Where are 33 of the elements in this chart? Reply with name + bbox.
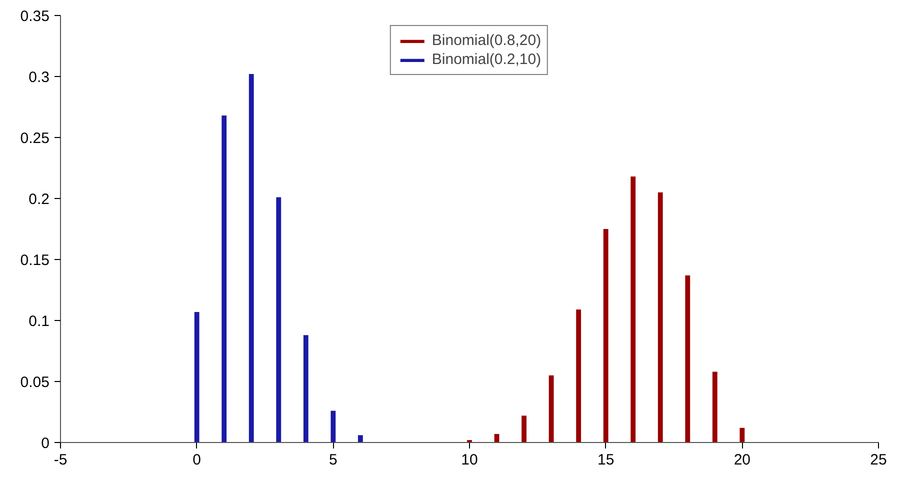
bar (712, 372, 718, 442)
y-tick-label: 0 (41, 435, 50, 452)
bar (194, 312, 200, 442)
y-tick-label: 0.1 (28, 313, 50, 330)
bar (603, 229, 608, 442)
legend-label: Binomial(0.8,20) (432, 32, 542, 49)
bar (358, 435, 363, 442)
y-tick-label: 0.15 (20, 252, 50, 269)
y-tick-label: 0.2 (28, 191, 50, 208)
x-tick-label: 25 (870, 452, 887, 468)
bar (740, 428, 745, 442)
bar (522, 416, 526, 442)
x-tick-label: -5 (54, 452, 68, 468)
x-tick-label: 20 (734, 452, 751, 468)
x-tick-label: 15 (597, 452, 614, 468)
x-tick-label: 10 (461, 452, 478, 468)
bar (222, 116, 227, 442)
bar (276, 197, 282, 442)
bar (658, 192, 663, 442)
bar (576, 310, 582, 442)
y-tick-label: 0.3 (28, 69, 50, 86)
x-tick-label: 5 (328, 452, 338, 468)
y-tick-label: 0.05 (20, 374, 50, 391)
bar (248, 74, 254, 442)
legend-label: Binomial(0.2,10) (432, 51, 542, 68)
bar (330, 410, 336, 442)
bar (630, 176, 636, 442)
y-tick-label: 0.25 (20, 130, 50, 147)
bar (685, 275, 690, 442)
y-tick-label: 0.35 (20, 8, 50, 25)
x-tick-label: 0 (192, 452, 202, 468)
bar (548, 375, 554, 442)
bar (303, 335, 308, 442)
